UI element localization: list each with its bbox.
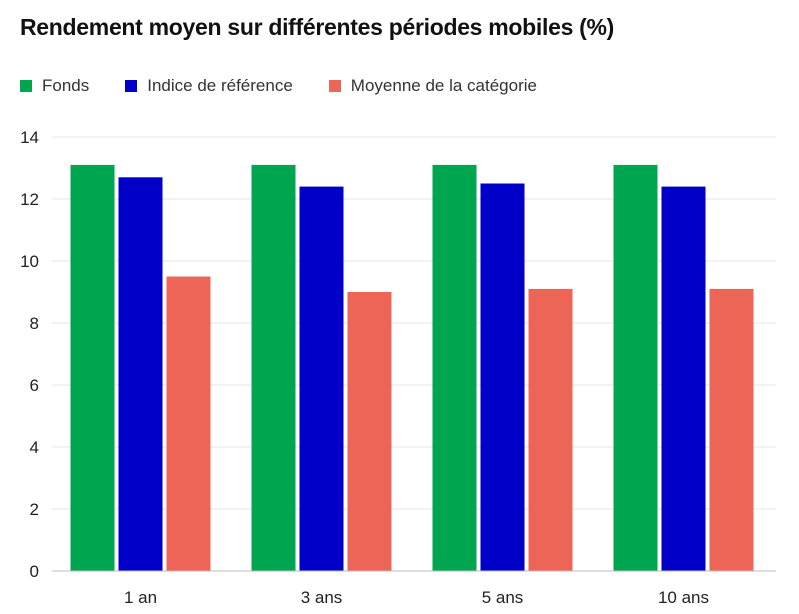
x-tick-label-2: 5 ans: [482, 588, 524, 607]
legend-swatch-moyenne: [328, 80, 341, 92]
bar-2-3: [709, 288, 754, 571]
legend: Fonds Indice de référence Moyenne de la …: [20, 76, 573, 96]
y-tick-label-10: 10: [20, 252, 39, 271]
bar-1-2: [480, 183, 525, 571]
x-tick-label-0: 1 an: [124, 588, 157, 607]
bar-0-1: [251, 164, 296, 571]
y-tick-label-4: 4: [30, 438, 39, 457]
chart-title: Rendement moyen sur différentes périodes…: [20, 14, 615, 40]
legend-item-fonds: Fonds: [20, 76, 89, 96]
bar-2-2: [528, 288, 573, 571]
legend-item-moyenne: Moyenne de la catégorie: [328, 76, 537, 96]
bar-0-3: [613, 164, 658, 571]
bar-2-0: [166, 276, 211, 571]
legend-label-moyenne: Moyenne de la catégorie: [350, 76, 537, 95]
y-tick-label-0: 0: [30, 562, 39, 581]
y-tick-label-14: 14: [20, 128, 39, 147]
y-tick-label-2: 2: [30, 500, 39, 519]
bar-2-1: [347, 292, 392, 571]
x-tick-label-3: 10 ans: [658, 588, 709, 607]
x-tick-label-1: 3 ans: [301, 588, 343, 607]
legend-item-indice: Indice de référence: [125, 76, 293, 96]
legend-swatch-fonds: [20, 80, 32, 92]
bar-1-0: [118, 177, 163, 572]
legend-label-indice: Indice de référence: [147, 76, 293, 95]
y-tick-label-8: 8: [30, 314, 39, 333]
bar-0-2: [432, 164, 477, 571]
legend-swatch-indice: [125, 80, 138, 92]
bar-0-0: [70, 164, 115, 571]
y-tick-label-6: 6: [30, 376, 39, 395]
y-tick-label-12: 12: [20, 190, 39, 209]
bar-1-1: [299, 186, 344, 571]
bar-1-3: [661, 186, 706, 571]
legend-label-fonds: Fonds: [42, 76, 90, 95]
